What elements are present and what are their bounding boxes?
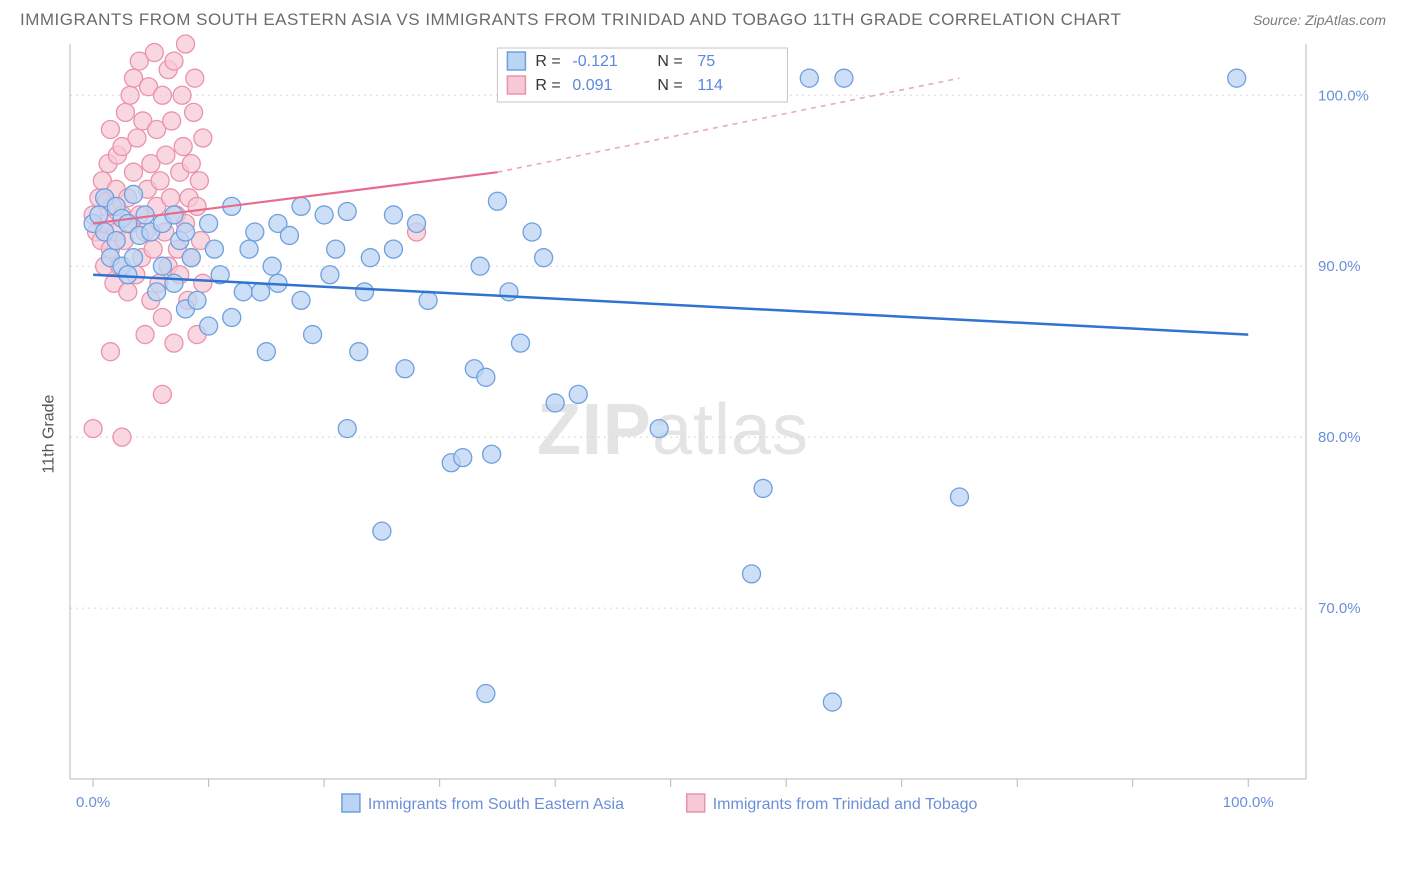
stats-n-value: 75 [697,53,715,70]
stats-r-label: R = [535,77,560,94]
bottom-legend-label: Immigrants from South Eastern Asia [368,796,624,813]
bottom-swatch-blue [342,794,360,812]
y-tick-label: 100.0% [1318,87,1369,104]
bottom-swatch-pink [687,794,705,812]
stats-r-label: R = [535,53,560,70]
y-tick-label: 70.0% [1318,600,1361,617]
stats-r-value: 0.091 [572,77,612,94]
y-tick-label: 90.0% [1318,258,1361,275]
x-tick-label: 0.0% [76,794,110,811]
stats-r-value: -0.121 [572,53,617,70]
legend-swatch-pink [507,76,525,94]
stats-n-label: N = [657,77,682,94]
legend-swatch-blue [507,52,525,70]
stats-n-value: 114 [697,77,723,94]
scatter-chart: ZIPatlas0.0%100.0%70.0%80.0%90.0%100.0%R… [20,34,1386,834]
stats-n-label: N = [657,53,682,70]
chart-container: 11th Grade ZIPatlas0.0%100.0%70.0%80.0%9… [20,34,1386,834]
source-label: Source: ZipAtlas.com [1253,12,1386,28]
x-tick-label: 100.0% [1223,794,1274,811]
bottom-legend-label: Immigrants from Trinidad and Tobago [713,796,978,813]
chart-title: IMMIGRANTS FROM SOUTH EASTERN ASIA VS IM… [20,10,1121,30]
y-axis-label: 11th Grade [40,395,58,474]
y-tick-label: 80.0% [1318,429,1361,446]
